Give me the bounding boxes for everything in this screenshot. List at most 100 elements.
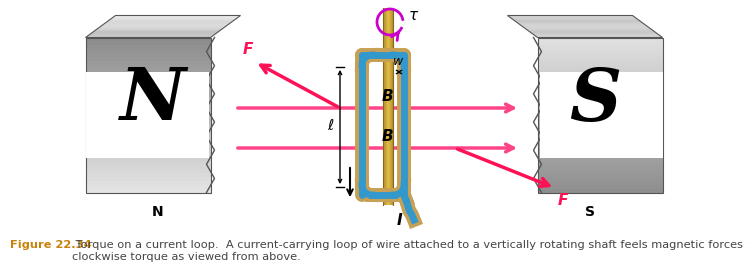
Polygon shape <box>85 134 211 138</box>
Text: $\tau$: $\tau$ <box>408 8 419 22</box>
Polygon shape <box>85 119 211 123</box>
Polygon shape <box>538 111 663 115</box>
Polygon shape <box>85 162 211 165</box>
Polygon shape <box>538 177 663 181</box>
Polygon shape <box>538 103 663 107</box>
Polygon shape <box>538 181 663 185</box>
Polygon shape <box>85 57 211 61</box>
Polygon shape <box>535 35 661 36</box>
Polygon shape <box>538 154 663 158</box>
Polygon shape <box>85 88 211 92</box>
Polygon shape <box>85 69 211 72</box>
Polygon shape <box>85 154 211 158</box>
Polygon shape <box>85 111 211 115</box>
Polygon shape <box>527 30 654 31</box>
Polygon shape <box>538 185 663 189</box>
Polygon shape <box>85 177 211 181</box>
Polygon shape <box>85 36 212 37</box>
Polygon shape <box>85 53 211 57</box>
Polygon shape <box>95 30 221 31</box>
Polygon shape <box>85 185 211 189</box>
Polygon shape <box>507 15 634 17</box>
Polygon shape <box>519 24 646 25</box>
Polygon shape <box>522 27 649 28</box>
Polygon shape <box>538 165 663 169</box>
Polygon shape <box>538 119 663 123</box>
Polygon shape <box>515 21 642 22</box>
Polygon shape <box>538 92 663 96</box>
Polygon shape <box>85 127 211 131</box>
Polygon shape <box>528 31 655 32</box>
Polygon shape <box>104 23 230 24</box>
Polygon shape <box>538 189 663 192</box>
Polygon shape <box>538 80 663 84</box>
Polygon shape <box>110 19 236 20</box>
Polygon shape <box>524 28 651 29</box>
Polygon shape <box>102 24 229 25</box>
Polygon shape <box>85 150 211 154</box>
Polygon shape <box>538 150 663 154</box>
Text: Figure 22.34: Figure 22.34 <box>10 240 92 250</box>
Polygon shape <box>85 92 211 96</box>
Polygon shape <box>85 72 208 158</box>
Polygon shape <box>114 15 241 17</box>
Polygon shape <box>113 17 239 18</box>
Polygon shape <box>538 96 663 99</box>
Text: Torque on a current loop.  A current-carrying loop of wire attached to a vertica: Torque on a current loop. A current-carr… <box>72 240 747 262</box>
Polygon shape <box>88 34 215 35</box>
Polygon shape <box>85 169 211 173</box>
Polygon shape <box>85 189 211 192</box>
Text: S: S <box>569 64 621 136</box>
Polygon shape <box>101 25 227 27</box>
Polygon shape <box>93 31 220 32</box>
Polygon shape <box>538 169 663 173</box>
Polygon shape <box>530 32 657 33</box>
Polygon shape <box>532 33 658 34</box>
Polygon shape <box>538 123 663 127</box>
Polygon shape <box>536 36 663 37</box>
Polygon shape <box>85 181 211 185</box>
Text: F: F <box>243 42 253 57</box>
Polygon shape <box>85 123 211 127</box>
Polygon shape <box>85 76 211 80</box>
Polygon shape <box>85 45 211 49</box>
Polygon shape <box>85 103 211 107</box>
Polygon shape <box>538 57 663 61</box>
Polygon shape <box>99 27 226 28</box>
Text: B: B <box>382 89 394 104</box>
Polygon shape <box>98 28 224 29</box>
Polygon shape <box>538 115 663 119</box>
Text: $\ell$: $\ell$ <box>327 118 335 133</box>
Polygon shape <box>85 80 211 84</box>
Text: I: I <box>396 213 402 228</box>
Polygon shape <box>85 49 211 53</box>
Text: S: S <box>585 205 595 218</box>
Polygon shape <box>516 22 643 23</box>
Polygon shape <box>509 17 636 18</box>
Polygon shape <box>85 146 211 150</box>
Polygon shape <box>85 61 211 64</box>
Polygon shape <box>85 138 211 142</box>
Polygon shape <box>111 18 238 19</box>
Polygon shape <box>85 96 211 99</box>
Polygon shape <box>510 18 637 19</box>
Polygon shape <box>90 33 217 34</box>
Polygon shape <box>538 53 663 57</box>
Polygon shape <box>85 99 211 103</box>
Polygon shape <box>85 131 211 134</box>
Text: N: N <box>120 64 186 136</box>
Polygon shape <box>538 134 663 138</box>
Text: w: w <box>393 55 403 68</box>
Polygon shape <box>538 107 663 111</box>
Polygon shape <box>525 29 652 30</box>
Polygon shape <box>87 35 214 36</box>
Polygon shape <box>538 49 663 53</box>
Polygon shape <box>85 84 211 88</box>
Polygon shape <box>85 41 211 45</box>
Polygon shape <box>538 61 663 64</box>
Polygon shape <box>538 146 663 150</box>
Polygon shape <box>538 173 663 177</box>
Polygon shape <box>518 23 645 24</box>
Polygon shape <box>85 72 211 76</box>
Polygon shape <box>538 64 663 69</box>
